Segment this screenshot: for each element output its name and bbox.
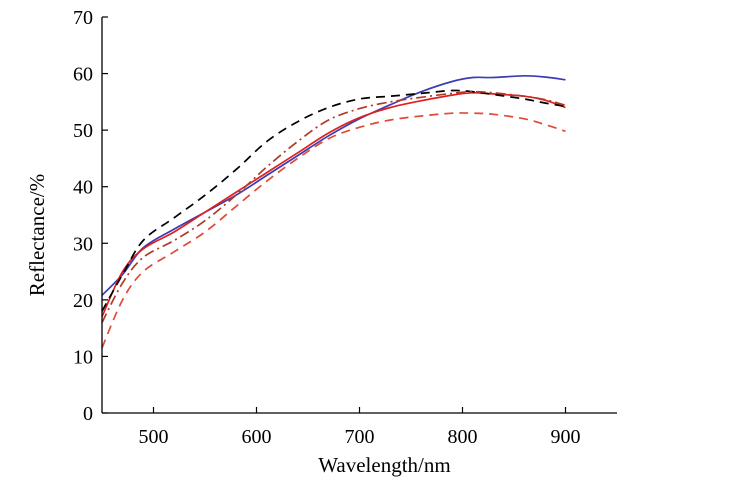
series-line-2 [101, 91, 566, 318]
y-tick-label: 10 [73, 346, 93, 368]
y-tick-label: 70 [73, 7, 93, 29]
y-tick-label: 40 [73, 177, 93, 199]
series-line-4 [101, 90, 566, 323]
y-tick-label: 0 [83, 403, 93, 425]
x-tick-label: 800 [448, 426, 478, 448]
x-tick-label: 600 [242, 426, 272, 448]
axes: 500 600 700 800 900 0 10 20 30 40 50 60 70 [73, 7, 617, 448]
x-tick-label: 500 [139, 426, 169, 448]
y-tick-label: 60 [73, 64, 93, 86]
series-lines [101, 74, 566, 349]
series-line-3 [101, 89, 566, 312]
y-tick-label: 50 [73, 120, 93, 142]
series-line-1 [101, 74, 566, 296]
y-ticks: 0 10 20 30 40 50 60 70 [73, 7, 108, 425]
y-tick-label: 30 [73, 233, 93, 255]
x-tick-label: 700 [345, 426, 375, 448]
x-ticks: 500 600 700 800 900 [139, 407, 581, 448]
y-tick-label: 20 [73, 290, 93, 312]
x-tick-label: 900 [551, 426, 581, 448]
y-axis-label: Reflectance/% [25, 174, 49, 296]
x-axis-label: Wavelength/nm [318, 453, 450, 477]
series-line-5 [101, 112, 566, 349]
